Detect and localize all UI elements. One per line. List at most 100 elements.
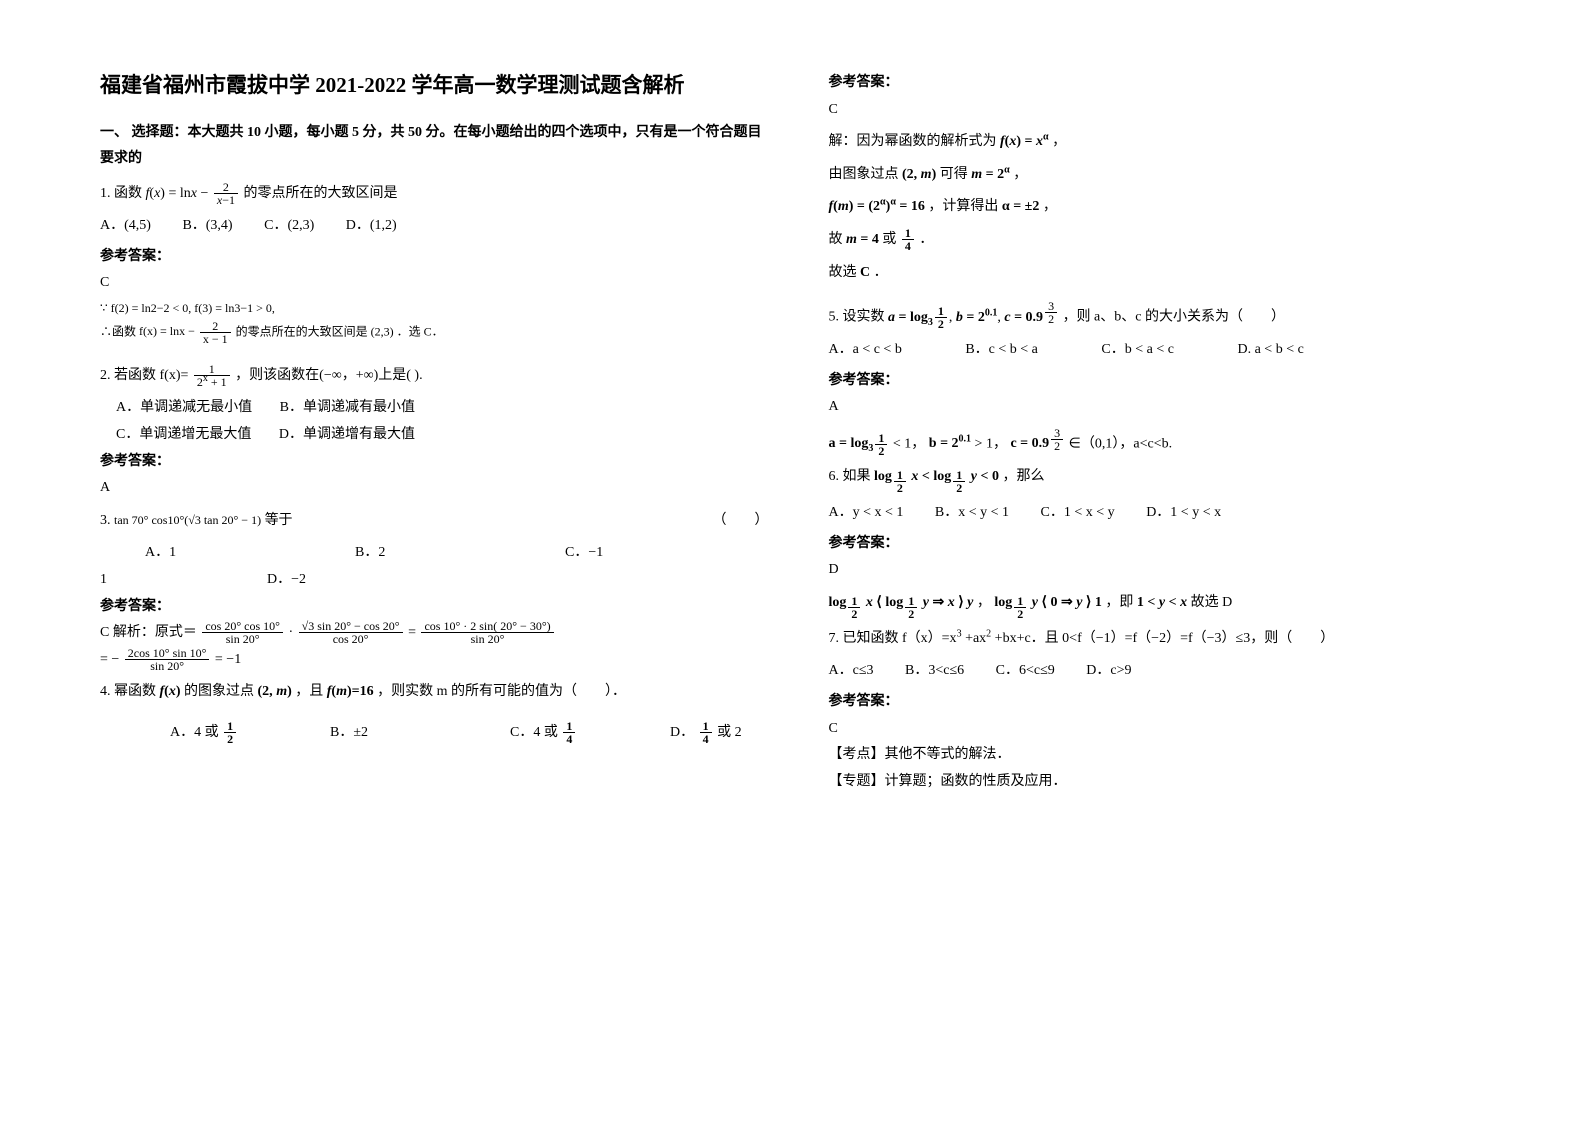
- q4-e5-c: C: [860, 265, 870, 280]
- doc-title: 福建省福州市霞拔中学 2021-2022 学年高一数学理测试题含解析: [100, 70, 769, 102]
- q1-expl-formula: f(x) = lnx − 2x − 1: [139, 324, 236, 338]
- q3-opts: A．1 B．2 C．−1: [100, 540, 769, 567]
- q1-opt-d: D．(1,2): [346, 218, 397, 233]
- q3-frac2: = − 2cos 10° sin 10°sin 20°: [100, 652, 215, 667]
- q1-expl2: ∴函数 f(x) = lnx − 2x − 1 的零点所在的大致区间是 (2,3…: [100, 320, 769, 345]
- q5-e1c: ∈（0,1），a<c<b.: [1069, 436, 1172, 451]
- q2-suffix: ，则该函数在(−∞，+∞)上是( ).: [235, 368, 422, 383]
- q4-ans-label: 参考答案：: [829, 70, 1498, 97]
- q5-ans: A: [829, 394, 1498, 421]
- left-column: 福建省福州市霞拔中学 2021-2022 学年高一数学理测试题含解析 一、 选择…: [100, 70, 799, 1082]
- q1-expl2a: ∴函数: [100, 324, 136, 338]
- q6-expl: log12 x ⟨ log12 y ⇒ x ⟩ y ， log12 y ⟨ 0 …: [829, 590, 1498, 620]
- q6-opt-a: A．y < x < 1: [829, 505, 904, 520]
- q4-ans: C: [829, 97, 1498, 124]
- q2-opt-d: D．单调递增有最大值: [279, 427, 415, 442]
- q1-options: A．(4,5) B．(3,4) C．(2,3) D．(1,2): [100, 213, 769, 240]
- section-a-head: 一、 选择题：本大题共 10 小题，每小题 5 分，共 50 分。在每小题给出的…: [100, 120, 769, 173]
- q2-opt-b: B．单调递减有最小值: [280, 400, 415, 415]
- q1-formula: f(x) = lnx − 2x−1: [146, 186, 244, 201]
- q3-paren: （ ）: [713, 508, 769, 535]
- q6-e3: 故选 D: [1191, 595, 1233, 610]
- q4-opt-a: A．4 或 12: [170, 720, 330, 747]
- q6: 6. 如果 log12 x < log12 y < 0 ，那么: [829, 464, 1498, 494]
- q3-opt-c: C．−1: [565, 540, 603, 567]
- q1-expl2b: 的零点所在的大致区间是: [236, 324, 368, 338]
- q5-opt-a: A．a < c < b: [829, 342, 902, 357]
- q4-opt-c-txt: C．4 或: [510, 725, 558, 740]
- q3-ans-label: 参考答案：: [100, 594, 769, 621]
- q7-ans-label: 参考答案：: [829, 689, 1498, 716]
- q5-e1b: > 1，: [975, 436, 1007, 451]
- q4-a: 4. 幂函数: [100, 684, 156, 699]
- q4-e4a: 故: [829, 232, 843, 247]
- q4-opts: A．4 或 12 B．±2 C．4 或 14 D． 14 或 2: [100, 720, 769, 747]
- q7-a: 7. 已知函数 f（x）=x: [829, 631, 957, 646]
- q6-opt-b: B．x < y < 1: [935, 505, 1009, 520]
- q4-e5a: 故选: [829, 265, 857, 280]
- q2-ans: A: [100, 475, 769, 502]
- q3-expr: tan 70° cos10°(√3 tan 20° − 1): [114, 513, 261, 527]
- q4-fx: f(x): [160, 684, 181, 699]
- q4-e1-formula: f(x) = xα: [1000, 134, 1049, 149]
- q4-e4-m: m = 4: [846, 232, 879, 247]
- q3-ans-pre: C 解析：原式＝: [100, 625, 197, 640]
- q3-left: 3. tan 70° cos10°(√3 tan 20° − 1) 等于: [100, 508, 293, 535]
- q4-e2-pt: (2, m): [902, 167, 936, 182]
- q5-e1a: < 1，: [893, 436, 925, 451]
- q6-expr: log12 x < log12 y < 0: [874, 469, 1002, 484]
- q6-e2t: ，即: [1105, 595, 1133, 610]
- q7: 7. 已知函数 f（x）=x3 +ax2 +bx+c．且 0<f（−1）=f（−…: [829, 626, 1498, 653]
- q4-opt-c: C．4 或 14: [510, 720, 670, 747]
- q3-opt-a: A．1: [145, 540, 355, 567]
- q4-e3-a: α = ±2: [1002, 199, 1039, 214]
- q3-final: = −1: [215, 652, 241, 667]
- q3-tail: 等于: [265, 513, 293, 528]
- q2-formula: f(x)= 12x + 1: [160, 368, 236, 383]
- q7-opt-c: C．6<c≤9: [996, 663, 1055, 678]
- q2: 2. 若函数 f(x)= 12x + 1 ，则该函数在(−∞，+∞)上是( ).: [100, 363, 769, 390]
- q1-prefix: 1. 函数: [100, 186, 142, 201]
- q4-e3: f(m) = (2α)α = 16 ，计算得出 α = ±2 ，: [829, 194, 1498, 221]
- q5-b: ，则 a、b、c 的大小关系为（ ）: [1063, 310, 1285, 325]
- q4-e3-eq: f(m) = (2α)α = 16: [829, 199, 925, 214]
- q5-ans-label: 参考答案：: [829, 368, 1498, 395]
- q7-opt-d: D．c>9: [1086, 663, 1131, 678]
- q3-num: 3.: [100, 513, 114, 528]
- q3-opt-d: D．−2: [267, 572, 306, 587]
- page-root: 福建省福州市霞拔中学 2021-2022 学年高一数学理测试题含解析 一、 选择…: [0, 0, 1587, 1122]
- q5-e-b: b = 20.1: [929, 436, 971, 451]
- q4-e2-eq: m = 2α: [971, 167, 1009, 182]
- q7-a3: +bx+c．且 0<f（−1）=f（−2）=f（−3）≤3，则（ ）: [995, 631, 1335, 646]
- q5-opt-d: D. a < b < c: [1237, 342, 1303, 357]
- q5-opts: A．a < c < b B．c < b < a C．b < a < c D. a…: [829, 337, 1498, 364]
- q5-a: 5. 设实数: [829, 310, 885, 325]
- q1-opt-b: B．(3,4): [182, 218, 232, 233]
- q6-e1t: ，: [977, 595, 991, 610]
- q5: 5. 设实数 a = log312, b = 20.1, c = 0.932 ，…: [829, 300, 1498, 331]
- q4: 4. 幂函数 f(x) 的图象过点 (2, m) ，且 f(m)=16 ，则实数…: [100, 679, 769, 706]
- q3-frac1: cos 20° cos 10°sin 20° · √3 sin 20° − co…: [200, 625, 555, 640]
- q7-zt: 【专题】计算题；函数的性质及应用．: [829, 769, 1498, 796]
- q6-e2: log12 y ⟨ 0 ⇒ y ⟩ 1: [994, 595, 1105, 610]
- q7-kd: 【考点】其他不等式的解法．: [829, 742, 1498, 769]
- q4-pt: (2, m): [258, 684, 292, 699]
- q6-a: 6. 如果: [829, 469, 875, 484]
- q7-opt-b: B．3<c≤6: [905, 663, 964, 678]
- q7-opts: A．c≤3 B．3<c≤6 C．6<c≤9 D．c>9: [829, 658, 1498, 685]
- q7-opt-a: A．c≤3: [829, 663, 874, 678]
- q2-opt-a: A．单调递减无最小值: [116, 400, 252, 415]
- q6-e1: log12 x ⟨ log12 y ⇒ x ⟩ y: [829, 595, 977, 610]
- q6-opts: A．y < x < 1 B．x < y < 1 C．1 < x < y D．1 …: [829, 500, 1498, 527]
- q2-ans-label: 参考答案：: [100, 449, 769, 476]
- q1-suffix: 的零点所在的大致区间是: [243, 186, 397, 201]
- q3-expl: C 解析：原式＝ cos 20° cos 10°sin 20° · √3 sin…: [100, 620, 769, 647]
- q5-e-c: c = 0.932: [1010, 436, 1065, 451]
- q2-prefix: 2. 若函数: [100, 368, 156, 383]
- q4-e1a: 解：因为幂函数的解析式为: [829, 134, 997, 149]
- q4-e3b: ，计算得出: [928, 199, 998, 214]
- q5-opt-b: B．c < b < a: [965, 342, 1038, 357]
- q4-e4b: 或: [882, 232, 896, 247]
- q6-opt-c: C．1 < x < y: [1041, 505, 1115, 520]
- q4-d: ，则实数 m 的所有可能的值为（ ）．: [377, 684, 626, 699]
